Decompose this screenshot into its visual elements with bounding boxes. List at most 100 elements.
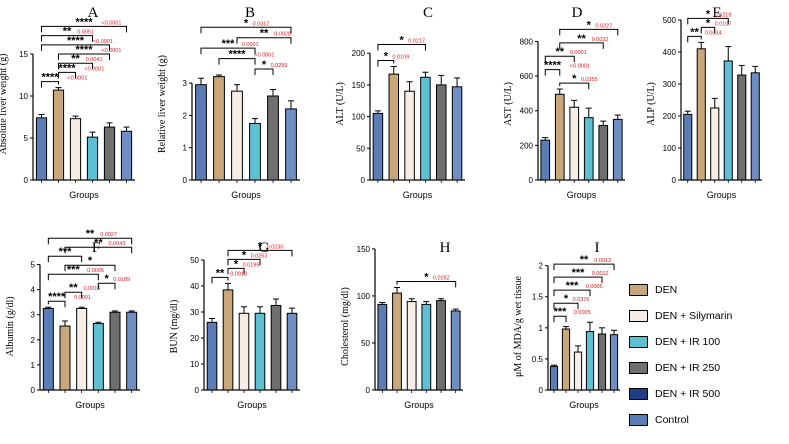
- p-value-label: 0.0034: [705, 30, 722, 36]
- y-tick-label: 15: [19, 50, 28, 59]
- bar: [583, 117, 594, 181]
- bar: [285, 108, 297, 181]
- bar: [231, 90, 243, 181]
- p-value-label: 0.0219: [715, 12, 732, 18]
- significance-stars: ****: [58, 62, 76, 74]
- bar: [76, 307, 88, 391]
- p-value-label: 0.0355: [581, 77, 598, 83]
- bar: [569, 106, 580, 181]
- y-tick-label: 4: [31, 286, 36, 295]
- comparison-bracket: [553, 276, 603, 284]
- x-axis-label: Groups: [404, 400, 434, 410]
- legend-label: DEN + IR 500: [655, 388, 721, 400]
- p-value-label: <0.0001: [254, 53, 274, 59]
- significance-stars: **: [577, 33, 586, 45]
- y-tick-label: 2: [183, 111, 188, 120]
- p-value-label: 0.0005: [574, 310, 591, 316]
- p-value-label: <0.0001: [570, 64, 590, 70]
- legend-item-den-silymarin: DEN + Silymarin: [629, 303, 787, 329]
- y-tick-label: 0: [529, 176, 534, 185]
- y-tick-label: 400: [663, 48, 677, 57]
- legend-label: DEN + Silymarin: [655, 310, 733, 322]
- legend-swatch: [629, 414, 648, 426]
- y-tick-label: 50: [190, 256, 199, 265]
- bar: [103, 126, 116, 181]
- significance-stars: **: [71, 53, 80, 65]
- y-tick-label: 0.5: [532, 355, 544, 364]
- p-value-label: 0.0230: [267, 244, 284, 250]
- p-value-label: 0.0189: [113, 277, 130, 283]
- comparison-bracket: [559, 28, 619, 36]
- bar: [120, 130, 133, 181]
- comparison-bracket: [377, 60, 395, 67]
- y-tick-label: 500: [663, 16, 677, 25]
- y-tick-label: 5: [24, 134, 29, 143]
- bar: [750, 72, 760, 181]
- significance-stars: *: [400, 35, 405, 47]
- significance-stars: *: [262, 59, 267, 71]
- bar: [35, 117, 48, 181]
- x-axis-label: Groups: [707, 190, 737, 200]
- y-axis-label: AST (U/L): [503, 82, 514, 126]
- y-tick-label: 300: [663, 80, 677, 89]
- comparison-bracket: [254, 68, 274, 75]
- bar: [404, 90, 415, 181]
- bar: [249, 122, 261, 181]
- comparison-bracket: [200, 47, 256, 55]
- y-tick-label: 5: [31, 261, 36, 270]
- significance-stars: **: [69, 282, 78, 294]
- comparison-bracket: [47, 255, 83, 263]
- legend-item-den-ir-100: DEN + IR 100: [629, 329, 787, 355]
- comparison-bracket: [64, 291, 83, 299]
- y-tick-label: 0: [361, 176, 366, 185]
- bar: [372, 112, 384, 181]
- significance-stars: ***: [67, 264, 81, 276]
- comparison-bracket: [47, 300, 66, 308]
- legend-label: DEN + IR 250: [655, 362, 721, 374]
- p-value-label: 0.0317: [253, 21, 270, 27]
- y-axis-label: μM of MDA/g wet tissue: [513, 275, 524, 376]
- p-value-label: <0.0001: [101, 20, 121, 26]
- significance-stars: *: [587, 19, 592, 31]
- comparison-bracket: [41, 81, 59, 88]
- panel-letter: B: [245, 5, 255, 21]
- p-value-label: 0.0376: [573, 297, 590, 303]
- bar: [126, 311, 138, 391]
- y-tick-label: 200: [352, 49, 366, 58]
- p-value-label: 0.0109: [392, 55, 409, 61]
- bar: [612, 118, 623, 181]
- p-value-label: 0.0013: [230, 271, 247, 277]
- bar: [59, 325, 71, 391]
- y-tick-label: 200: [520, 141, 534, 150]
- y-tick-label: 0: [539, 386, 544, 395]
- bar: [540, 139, 551, 181]
- comparison-bracket: [687, 17, 729, 25]
- significance-stars: *: [706, 8, 711, 20]
- bar: [213, 76, 225, 181]
- x-axis-label: Groups: [237, 400, 267, 410]
- comparison-bracket: [236, 37, 292, 44]
- comparison-bracket: [559, 82, 590, 90]
- legend: DEN DEN + Silymarin DEN + IR 100 DEN + I…: [629, 277, 787, 433]
- bar: [377, 303, 388, 391]
- comparison-bracket: [41, 35, 93, 42]
- comparison-bracket: [227, 249, 293, 257]
- panel-letter: G: [259, 240, 270, 256]
- y-tick-label: 0: [672, 176, 677, 185]
- bar: [270, 305, 282, 391]
- comparison-bracket: [58, 62, 93, 70]
- significance-stars: **: [86, 228, 95, 240]
- p-value-label: 0.0041: [86, 57, 103, 63]
- p-value-label: 0.0217: [408, 39, 425, 45]
- legend-label: DEN: [655, 284, 678, 296]
- comparison-bracket: [544, 55, 575, 63]
- y-tick-label: 100: [663, 144, 677, 153]
- panel-a: A 0 5 10 15 Absolute liver weight (g) Groups **…: [0, 5, 135, 200]
- comparison-bracket: [58, 71, 76, 79]
- significance-stars: ****: [75, 44, 93, 56]
- panel-letter: H: [440, 240, 451, 256]
- significance-stars: *: [572, 73, 577, 85]
